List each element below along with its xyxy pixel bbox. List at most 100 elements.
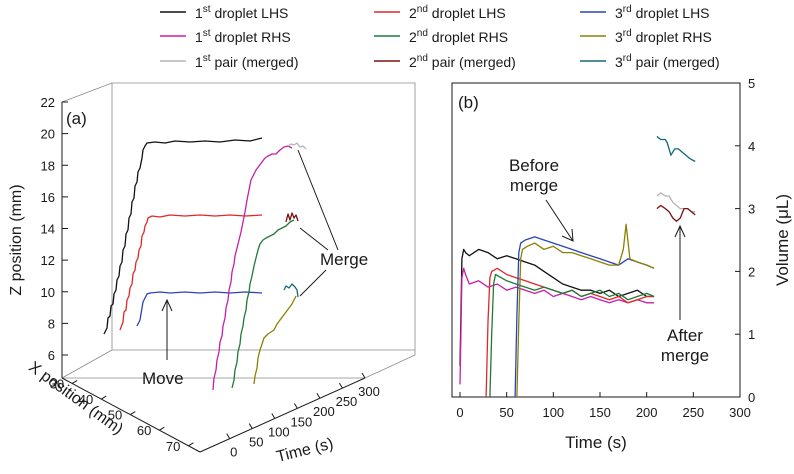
a-t-tick-label: 50 xyxy=(249,435,263,450)
a-t-tick xyxy=(339,382,343,389)
a-z-tick-label: 12 xyxy=(41,253,55,268)
panel-a-3d-plot: 6 8 10 12 14 16 18 20 22 30 40 50 60 70 0 50 100150200… xyxy=(8,82,416,466)
legend-label-d3_lhs: 3rd droplet LHS xyxy=(615,4,710,21)
a-x-tick-label: 50 xyxy=(108,408,122,423)
legend-label-pair3: 3rd pair (merged) xyxy=(615,53,720,70)
a-z-tick-label: 18 xyxy=(41,158,55,173)
a-x-tick-label: 30 xyxy=(50,376,64,391)
a-trace-d3-lhs xyxy=(136,291,263,327)
a-trace-d3-rhs xyxy=(253,295,297,385)
merge-arrow-1 xyxy=(297,149,339,251)
a-x-tick-label: 40 xyxy=(79,392,93,407)
panel-a-label: (a) xyxy=(66,109,87,128)
legend-label-d1_lhs: 1st droplet LHS xyxy=(195,4,288,21)
a-z-tick-label: 8 xyxy=(48,316,55,331)
legend: 1st droplet LHS 2nd droplet LHS 3rd drople… xyxy=(160,4,720,70)
a-t-tick-label: 300 xyxy=(358,384,380,399)
a-x-tick xyxy=(71,380,78,384)
b-y-tick-label: 3 xyxy=(748,202,755,217)
a-x-tick xyxy=(188,442,194,447)
a-t-tick-label: 150 xyxy=(290,414,312,429)
a-t-tick-label: 0 xyxy=(230,445,237,460)
before-arrow xyxy=(545,199,574,242)
before-annotation-line2: merge xyxy=(510,176,558,195)
a-t-tick xyxy=(293,403,298,409)
a-x-tick xyxy=(159,426,165,431)
after-arrowhead xyxy=(674,224,686,238)
panel-a-x-axis xyxy=(61,377,201,453)
a-trace-d2-lhs xyxy=(119,214,263,331)
legend-label-pair2: 2nd pair (merged) xyxy=(409,53,516,70)
panel-a-floor-edge-2 xyxy=(61,349,113,379)
a-z-tick-label: 20 xyxy=(41,127,55,142)
legend-label-d2_rhs: 2nd droplet RHS xyxy=(409,28,508,45)
a-z-tick-label: 14 xyxy=(41,222,55,237)
b-x-tick-label: 200 xyxy=(636,405,658,420)
b-x-tick-label: 100 xyxy=(542,405,564,420)
panel-a-t-axis-label: Time (s) xyxy=(275,435,335,466)
before-arrowhead xyxy=(561,228,574,242)
merge-arrow-2 xyxy=(299,227,329,251)
a-t-tick xyxy=(226,433,231,439)
after-annotation-line2: merge xyxy=(661,346,709,365)
b-y-tick-label: 2 xyxy=(748,264,755,279)
panel-b-frame xyxy=(451,82,741,398)
b-x-tick-label: 250 xyxy=(682,405,704,420)
panel-b-y-axis-label: Volume (μL) xyxy=(773,194,792,286)
a-t-tick xyxy=(361,372,366,379)
panel-a-z-axis-label: Z position (mm) xyxy=(8,184,25,295)
a-t-tick-label: 250 xyxy=(336,394,358,409)
a-t-tick-label: 100 xyxy=(268,424,290,439)
a-x-tick-label: 60 xyxy=(137,423,151,438)
after-annotation-line1: After xyxy=(667,326,703,345)
b-series-pair2 xyxy=(656,204,696,222)
b-series-d2_rhs xyxy=(489,273,655,398)
b-series-d1_rhs xyxy=(459,267,655,385)
b-y-tick-label: 0 xyxy=(748,390,755,405)
before-annotation-line1: Before xyxy=(509,156,559,175)
legend-label-d2_lhs: 2nd droplet LHS xyxy=(409,4,506,21)
b-y-tick-label: 5 xyxy=(748,76,755,91)
a-trace-d1-rhs xyxy=(212,145,293,391)
a-x-tick xyxy=(130,411,136,416)
merge-arrow-3 xyxy=(299,269,327,297)
b-series-pair1 xyxy=(656,192,696,213)
legend-label-d3_rhs: 3rd droplet RHS xyxy=(615,28,712,45)
b-series-d2_lhs xyxy=(485,267,655,398)
move-annotation: Move xyxy=(142,369,184,388)
a-t-tick-label: 200 xyxy=(313,404,335,419)
b-x-tick-label: 0 xyxy=(456,405,463,420)
a-z-tick-label: 10 xyxy=(41,285,55,300)
b-series-pair3 xyxy=(656,135,696,163)
panel-b-volume-plot: 0 50 100 150 200 250 300 0 1 2 3 4 5 (b) Time (s) V… xyxy=(451,76,792,452)
b-x-tick-label: 150 xyxy=(589,405,611,420)
a-trace-pair1 xyxy=(287,142,307,150)
a-z-tick-label: 6 xyxy=(48,348,55,363)
merge-annotation: Merge xyxy=(320,250,368,269)
legend-label-pair1: 1st pair (merged) xyxy=(195,53,299,70)
legend-label-d1_rhs: 1st droplet RHS xyxy=(195,28,291,45)
a-trace-pair2 xyxy=(285,212,299,223)
a-z-tick-label: 16 xyxy=(41,190,55,205)
panel-b-x-axis-label: Time (s) xyxy=(565,433,627,452)
b-x-tick-label: 300 xyxy=(729,405,751,420)
a-trace-d2-rhs xyxy=(231,219,295,389)
a-t-tick xyxy=(316,392,321,399)
b-series-d3_rhs xyxy=(516,223,655,398)
a-t-tick xyxy=(248,423,253,429)
b-y-tick-label: 1 xyxy=(748,327,755,342)
panel-a-t-axis xyxy=(199,377,366,453)
b-x-tick-label: 50 xyxy=(499,405,513,420)
move-arrowhead xyxy=(161,298,173,312)
a-t-tick xyxy=(271,413,276,419)
b-y-tick-label: 4 xyxy=(748,139,755,154)
a-z-tick-label: 22 xyxy=(41,95,55,110)
b-series-d3_lhs xyxy=(514,236,655,398)
a-trace-d1-lhs xyxy=(103,137,263,335)
a-x-tick xyxy=(100,395,107,400)
panel-b-label: (b) xyxy=(458,93,479,112)
a-x-tick-label: 70 xyxy=(166,439,180,454)
a-trace-pair3 xyxy=(283,283,299,298)
panel-a-back-wall xyxy=(61,82,416,379)
